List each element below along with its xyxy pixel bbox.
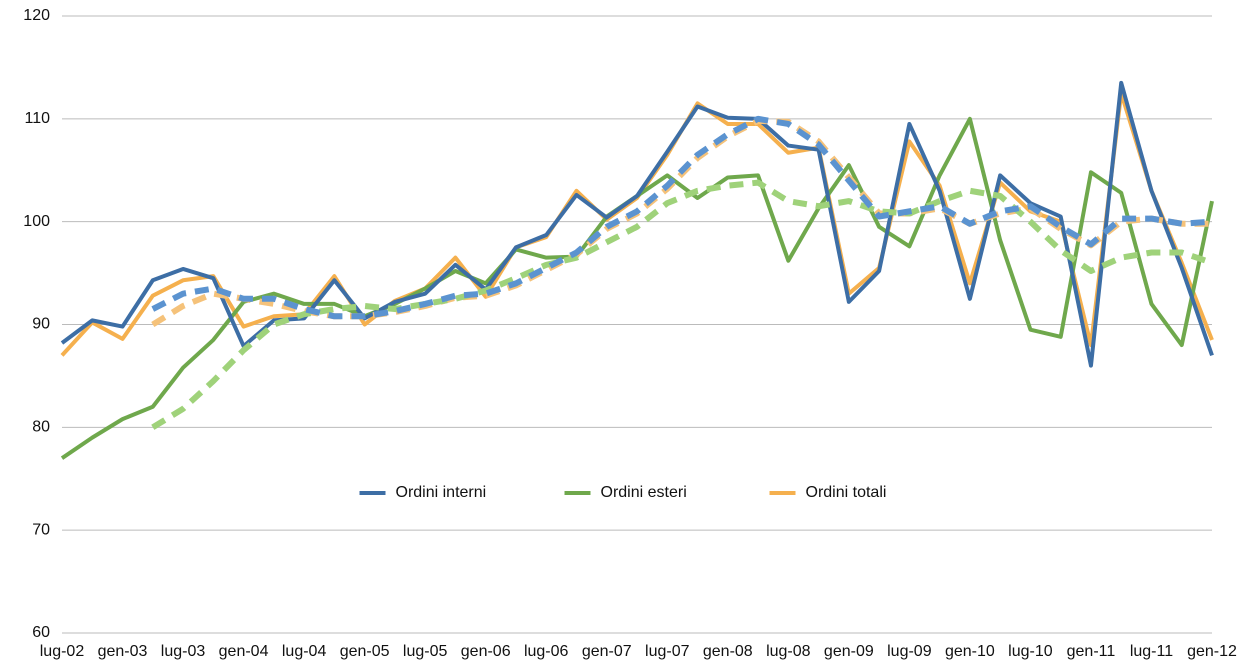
x-tick-label: gen-12	[1187, 643, 1237, 660]
x-tick-label: gen-10	[945, 643, 995, 660]
x-tick-label: lug-06	[524, 643, 569, 660]
legend-label: Ordini esteri	[601, 484, 687, 501]
x-tick-label: gen-07	[582, 643, 632, 660]
x-tick-label: gen-11	[1067, 643, 1116, 660]
y-tick-label: 60	[32, 624, 50, 641]
legend-label: Ordini totali	[806, 484, 887, 501]
x-tick-label: gen-05	[340, 643, 390, 660]
x-tick-label: lug-09	[887, 643, 932, 660]
x-tick-label: lug-05	[403, 643, 448, 660]
y-tick-label: 70	[32, 521, 50, 538]
x-tick-label: gen-09	[824, 643, 874, 660]
x-tick-label: gen-04	[219, 643, 269, 660]
x-tick-label: lug-08	[766, 643, 811, 660]
x-tick-label: lug-04	[282, 643, 327, 660]
trend-line	[151, 115, 1213, 320]
line	[60, 80, 1214, 368]
x-tick-label: gen-06	[461, 643, 511, 660]
x-tick-label: lug-10	[1008, 643, 1053, 660]
y-tick-label: 90	[32, 316, 50, 333]
x-tick-label: gen-08	[703, 643, 753, 660]
x-tick-label: lug-11	[1130, 643, 1173, 660]
y-tick-label: 110	[24, 110, 50, 127]
x-tick-label: lug-02	[40, 643, 85, 660]
x-tick-label: lug-03	[161, 643, 206, 660]
y-tick-label: 120	[23, 7, 50, 24]
y-tick-label: 80	[32, 419, 50, 436]
line	[60, 116, 1214, 460]
y-tick-label: 100	[23, 213, 50, 230]
x-tick-label: gen-03	[98, 643, 148, 660]
x-tick-label: lug-07	[645, 643, 690, 660]
legend-label: Ordini interni	[396, 484, 487, 501]
trend-line	[151, 179, 1213, 430]
